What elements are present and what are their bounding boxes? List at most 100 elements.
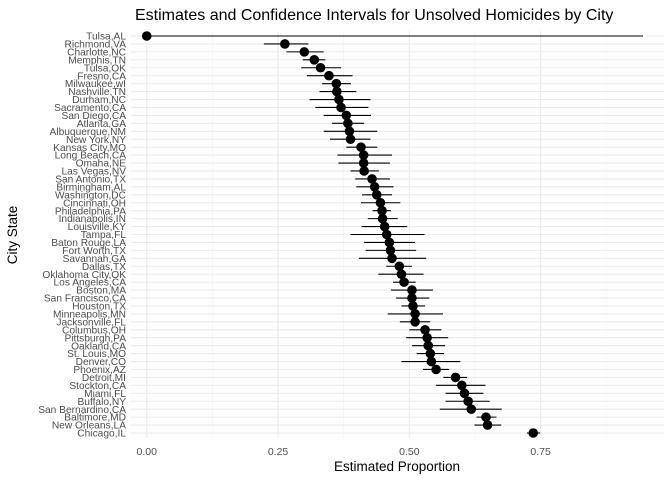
y-tick-label: Omaha,NE bbox=[76, 159, 127, 170]
y-tick-label: Dallas,TX bbox=[82, 262, 126, 273]
estimate-point bbox=[528, 428, 539, 438]
y-tick-label: Pittsburgh,PA bbox=[64, 333, 126, 344]
estimate-point bbox=[423, 340, 434, 351]
estimate-point bbox=[420, 324, 430, 335]
y-tick-label: Long Beach,CA bbox=[55, 151, 127, 162]
x-tick-label: 0.50 bbox=[399, 446, 420, 458]
y-tick-label: Baton Rouge,LA bbox=[51, 238, 126, 249]
y-tick-label: Baltimore,MD bbox=[64, 413, 126, 424]
y-tick-label: Fresno,CA bbox=[77, 71, 126, 82]
x-tick-label: 0.25 bbox=[268, 446, 289, 458]
estimate-point bbox=[431, 364, 441, 375]
y-tick-label: Tulsa,AL bbox=[86, 32, 126, 43]
x-tick-label: 0.75 bbox=[530, 446, 551, 458]
estimate-point bbox=[369, 182, 380, 192]
y-tick-label: Nashville,TN bbox=[68, 87, 126, 98]
y-tick-label: Los Angeles,CA bbox=[54, 278, 127, 289]
estimate-point bbox=[141, 31, 152, 41]
y-tick-label: Oakland,CA bbox=[71, 341, 126, 352]
estimate-point bbox=[385, 245, 396, 256]
y-tick-label: Miami,FL bbox=[84, 389, 126, 400]
estimate-point bbox=[463, 396, 473, 407]
estimate-point bbox=[396, 269, 407, 280]
y-tick-label: Chicago,IL bbox=[77, 429, 126, 440]
y-tick-label: Oklahoma City,OK bbox=[42, 270, 126, 281]
estimate-point bbox=[410, 317, 420, 327]
estimate-point bbox=[371, 190, 382, 200]
estimate-point bbox=[457, 380, 467, 391]
y-tick-label: Richmond,VA bbox=[64, 40, 126, 51]
y-tick-label: Buffalo,NY bbox=[77, 397, 126, 408]
estimate-point bbox=[399, 277, 409, 287]
estimate-point bbox=[334, 94, 344, 105]
y-tick-label: Durham,NC bbox=[72, 95, 126, 106]
y-tick-label: Birmingham,AL bbox=[56, 182, 126, 193]
y-tick-label: Detroit,MI bbox=[82, 373, 126, 384]
estimate-point bbox=[356, 142, 366, 152]
estimate-points bbox=[141, 31, 539, 438]
y-tick-label: Sacramento,CA bbox=[54, 103, 126, 114]
y-tick-label: Fort Worth,TX bbox=[62, 246, 126, 257]
estimate-point bbox=[367, 174, 377, 184]
estimate-point bbox=[343, 118, 353, 129]
y-tick-label: Houston,TX bbox=[72, 302, 126, 313]
estimate-point bbox=[426, 356, 437, 367]
y-tick-label: New York,NY bbox=[66, 135, 126, 146]
y-tick-label: Boston,MA bbox=[76, 286, 126, 297]
y-tick-label: Columbus,OH bbox=[62, 325, 126, 336]
estimate-point bbox=[315, 62, 326, 73]
grid-lines bbox=[131, 31, 664, 438]
estimate-point bbox=[345, 134, 356, 145]
y-tick-label: Cincinnati,OH bbox=[63, 198, 126, 209]
y-tick-label: Milwaukee,wI bbox=[65, 79, 126, 90]
y-tick-label: Louisville,KY bbox=[68, 222, 127, 233]
y-tick-label: Indianapolis,IN bbox=[59, 214, 126, 225]
estimate-point bbox=[299, 47, 310, 57]
estimate-point bbox=[482, 420, 493, 430]
estimate-point bbox=[394, 261, 405, 272]
estimate-point bbox=[387, 253, 397, 264]
estimate-point bbox=[407, 293, 417, 303]
estimate-point bbox=[331, 78, 342, 89]
estimate-point bbox=[381, 229, 392, 240]
estimate-point bbox=[359, 166, 369, 176]
estimate-point bbox=[332, 86, 342, 97]
y-tick-label: Denver,CO bbox=[76, 357, 126, 368]
y-tick-label: Tulsa,OK bbox=[84, 63, 126, 74]
estimate-point bbox=[324, 70, 334, 81]
estimate-point bbox=[375, 197, 386, 208]
y-tick-label: San Bernardino,CA bbox=[38, 405, 126, 416]
y-tick-label: Tampa,FL bbox=[81, 230, 127, 241]
estimate-point bbox=[358, 158, 369, 168]
estimate-point bbox=[410, 309, 420, 319]
estimate-point bbox=[377, 213, 388, 224]
y-tick-label: Philadelphia,PA bbox=[55, 206, 126, 217]
estimate-point bbox=[341, 110, 352, 121]
estimate-point bbox=[344, 126, 355, 137]
estimate-point bbox=[408, 301, 418, 311]
estimate-point bbox=[358, 150, 369, 160]
estimate-point bbox=[379, 221, 390, 232]
estimate-point bbox=[425, 348, 436, 359]
estimate-point bbox=[407, 285, 417, 295]
x-axis-tick-labels: 0.00 0.25 0.50 0.75 bbox=[137, 446, 551, 458]
estimate-point bbox=[450, 372, 461, 383]
estimate-point bbox=[422, 332, 432, 343]
y-tick-label: Albuquerque,NM bbox=[50, 127, 126, 138]
chart-title: Estimates and Confidence Intervals for U… bbox=[135, 7, 613, 24]
y-axis-tick-labels: Tulsa,ALRichmond,VACharlotte,NCMemphis,T… bbox=[38, 32, 126, 440]
estimate-point bbox=[280, 39, 290, 49]
y-tick-label: Stockton,CA bbox=[69, 381, 126, 392]
y-tick-label: Charlotte,NC bbox=[67, 47, 126, 58]
y-tick-label: Phoenix,AZ bbox=[73, 365, 126, 376]
estimate-point bbox=[481, 412, 491, 422]
y-tick-label: Jacksonville,FL bbox=[56, 317, 126, 328]
y-tick-label: Memphis,TN bbox=[68, 55, 126, 66]
estimate-point bbox=[377, 205, 387, 216]
y-tick-label: Minneapolis,MN bbox=[53, 310, 126, 321]
y-tick-label: Savannah,GA bbox=[63, 254, 127, 265]
y-tick-label: Las Vegas,NV bbox=[61, 167, 126, 178]
y-tick-label: Atlanta,GA bbox=[77, 119, 126, 130]
estimate-point bbox=[466, 404, 477, 414]
